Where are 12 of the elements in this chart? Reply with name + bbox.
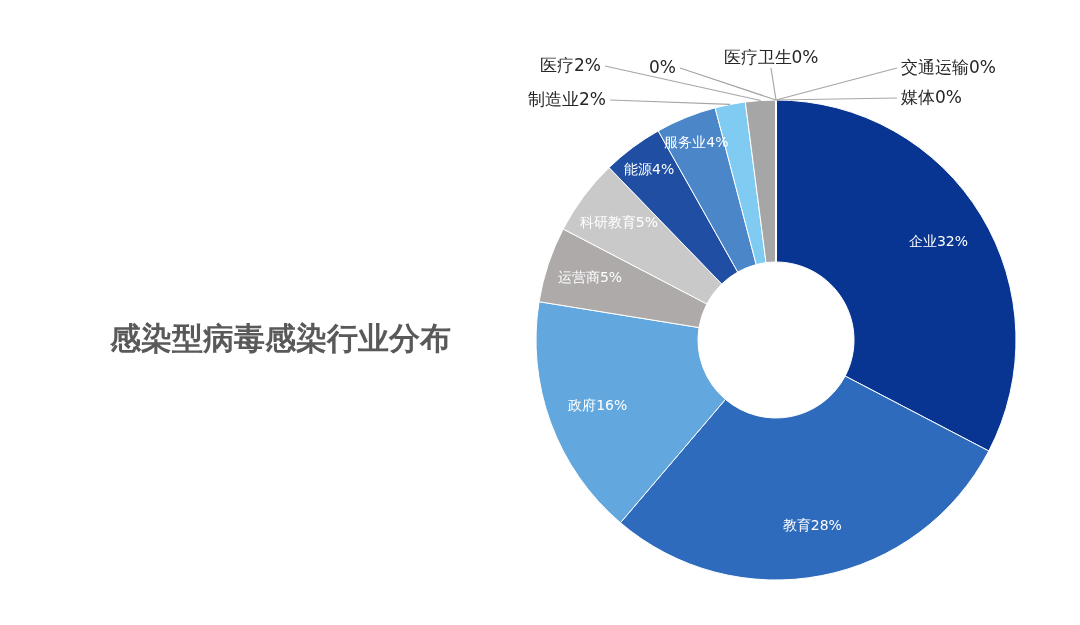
slice-label: 能源4% bbox=[624, 161, 675, 178]
category-label: 媒体0% bbox=[901, 87, 962, 107]
slice-label: 制造业2% bbox=[528, 89, 606, 109]
slice-label: 政府16% bbox=[568, 396, 628, 413]
slice-label: 教育28% bbox=[782, 517, 842, 534]
slice-label: 企业32% bbox=[908, 232, 969, 249]
slice-label: 运营商5% bbox=[557, 269, 623, 286]
category-label: 交通运输0% bbox=[901, 57, 996, 77]
text: 0% bbox=[649, 57, 676, 77]
slice-label: 医疗2% bbox=[540, 55, 601, 75]
text: 感染型病毒感染行业分布 bbox=[108, 320, 451, 356]
category-label: 医疗卫生0% bbox=[723, 47, 819, 67]
